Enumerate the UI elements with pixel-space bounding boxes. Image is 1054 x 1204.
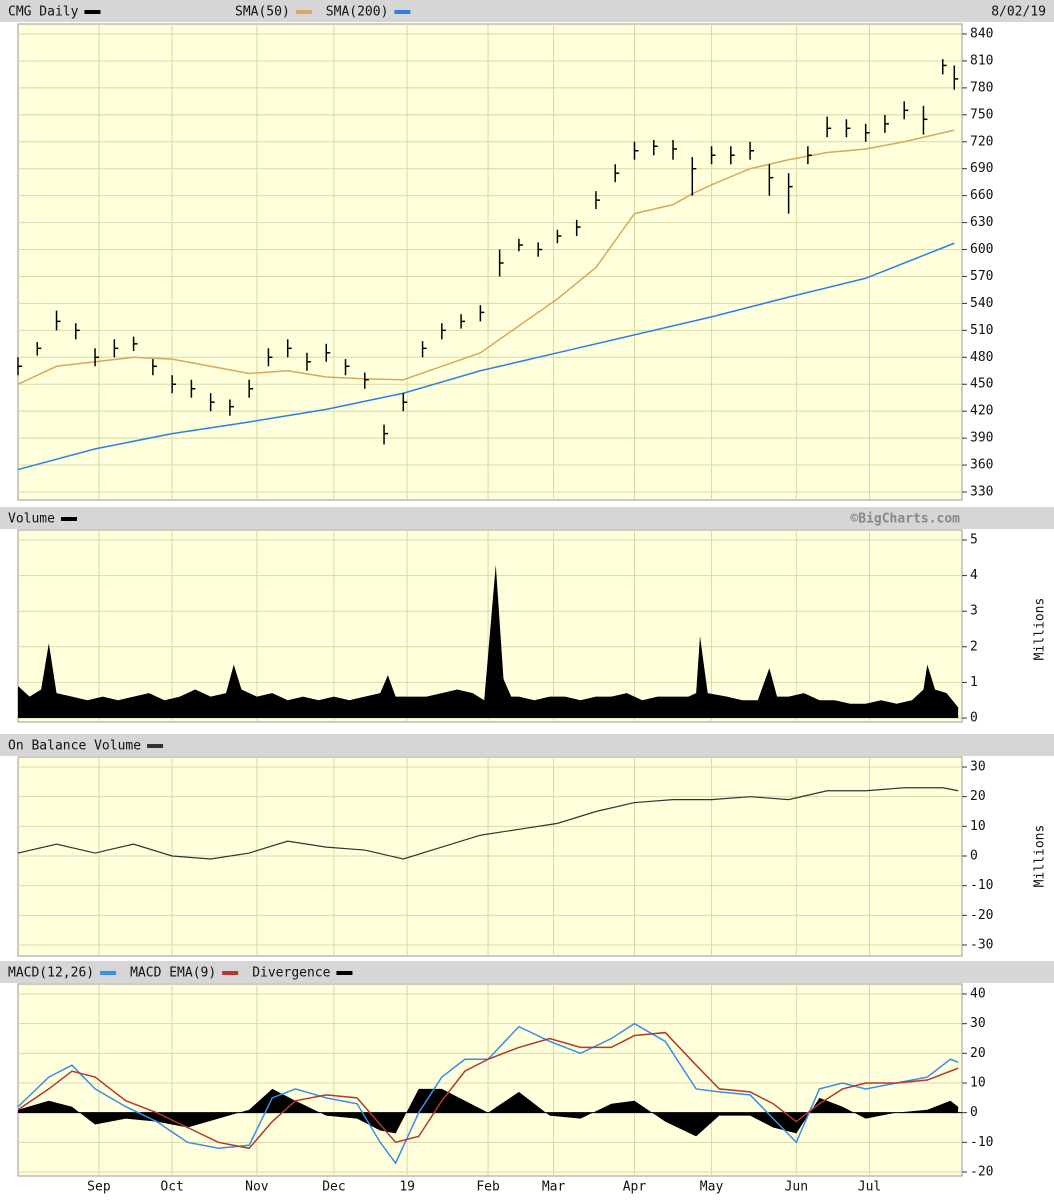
y-tick-label: 450: [970, 377, 993, 392]
y-tick-label: 330: [970, 485, 993, 500]
y-axis-label: Millions: [1033, 598, 1048, 661]
legend-swatch: [147, 744, 164, 748]
x-tick-label: May: [700, 1180, 724, 1195]
legend-swatch: [100, 971, 117, 975]
x-tick-label: Apr: [623, 1180, 647, 1195]
volume-area: [18, 564, 959, 718]
chart-date: 8/02/19: [991, 5, 1046, 20]
legend-swatch: [295, 10, 312, 14]
panel-title: Volume: [8, 512, 55, 527]
y-tick-label: -10: [970, 1135, 993, 1150]
legend-swatch: [84, 10, 101, 14]
obv-line: [17, 787, 959, 860]
credit: ©BigCharts.com: [850, 512, 960, 527]
y-tick-label: 1: [970, 675, 978, 690]
y-tick-label: 3: [970, 604, 978, 619]
legend-label: MACD EMA(9): [130, 966, 216, 981]
x-tick-label: Dec: [322, 1180, 345, 1195]
y-tick-label: 840: [970, 27, 993, 42]
plot-area: [17, 983, 963, 1177]
legend-swatch: [60, 517, 77, 521]
y-axis-label: Millions: [1033, 825, 1048, 888]
x-tick-label: Nov: [245, 1180, 269, 1195]
legend-swatch: [394, 10, 411, 14]
y-tick-label: 10: [970, 819, 986, 834]
y-tick-label: 420: [970, 404, 993, 419]
x-tick-label: Jul: [858, 1180, 881, 1195]
legend-label: Divergence: [252, 966, 330, 981]
y-tick-label: 810: [970, 53, 993, 68]
panel-title: CMG Daily: [8, 5, 79, 20]
y-tick-label: 690: [970, 161, 993, 176]
y-tick-label: 510: [970, 323, 993, 338]
panel-title: On Balance Volume: [8, 739, 141, 754]
y-tick-label: 20: [970, 789, 986, 804]
y-tick-label: 720: [970, 134, 993, 149]
panel-header: [0, 507, 1054, 529]
legend-label: SMA(200): [326, 5, 389, 20]
y-tick-label: 360: [970, 458, 993, 473]
y-tick-label: 540: [970, 296, 993, 311]
x-tick-label: Feb: [476, 1180, 500, 1195]
y-tick-label: 570: [970, 269, 993, 284]
legend-label: SMA(50): [235, 5, 290, 20]
y-tick-label: -30: [970, 938, 993, 953]
x-tick-label: Mar: [542, 1180, 566, 1195]
panel-header: [0, 0, 1054, 22]
panel-header: [0, 734, 1054, 756]
y-tick-label: -20: [970, 908, 993, 923]
sma-line: [17, 242, 955, 471]
y-tick-label: 600: [970, 242, 993, 257]
y-tick-label: 480: [970, 350, 993, 365]
x-tick-label: Oct: [160, 1180, 183, 1195]
y-tick-label: 2: [970, 639, 978, 654]
x-tick-label: Jun: [785, 1180, 808, 1195]
sma-line: [17, 129, 955, 385]
y-tick-label: 750: [970, 107, 993, 122]
legend-swatch: [336, 971, 353, 975]
y-tick-label: 0: [970, 711, 978, 726]
y-tick-label: 390: [970, 431, 993, 446]
y-tick-label: 0: [970, 849, 978, 864]
y-tick-label: 630: [970, 215, 993, 230]
y-tick-label: -10: [970, 878, 993, 893]
plot-area: [17, 23, 963, 501]
y-tick-label: 30: [970, 1016, 986, 1031]
y-tick-label: 30: [970, 760, 986, 775]
y-tick-label: 5: [970, 533, 978, 548]
y-tick-label: 40: [970, 987, 986, 1002]
x-tick-label: 19: [399, 1180, 415, 1195]
legend-swatch: [222, 971, 239, 975]
macd-line: [17, 1031, 959, 1150]
y-tick-label: 0: [970, 1105, 978, 1120]
y-tick-label: 4: [970, 568, 978, 583]
y-tick-label: 660: [970, 188, 993, 203]
panel-header: [0, 961, 1054, 983]
legend-label: MACD(12,26): [8, 966, 94, 981]
y-tick-label: 20: [970, 1046, 986, 1061]
y-tick-label: 10: [970, 1076, 986, 1091]
y-tick-label: -20: [970, 1165, 993, 1180]
x-tick-label: Sep: [87, 1180, 111, 1195]
y-tick-label: 780: [970, 80, 993, 95]
